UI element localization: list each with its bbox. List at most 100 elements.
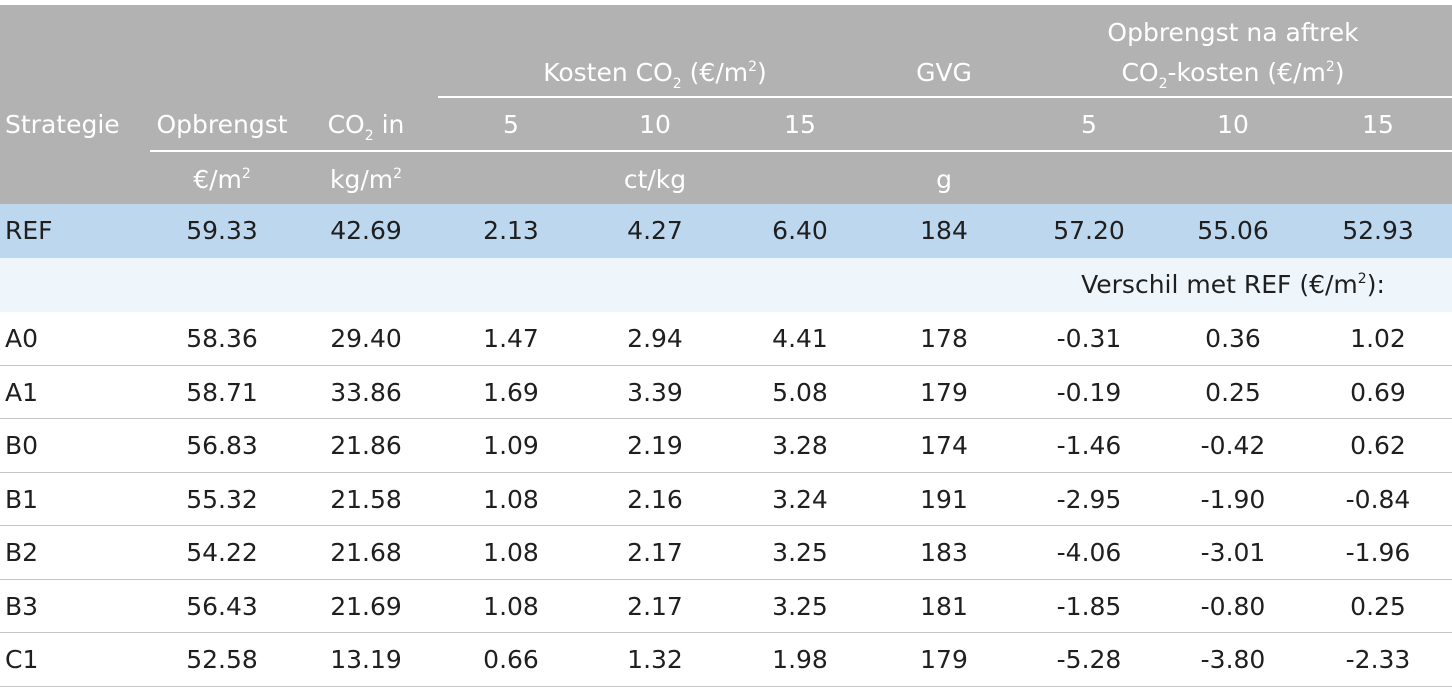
table-cell-opbrengst: 52.58 [186,645,258,674]
table-cell-na-aftrek-5: -4.06 [1056,538,1122,567]
header-gvg: GVG [916,58,972,87]
table-cell-strategie: A0 [5,324,39,353]
unit-kosten: ct/kg [623,165,687,194]
table-cell-opbrengst: 56.43 [186,592,258,621]
header-na-aftrek-line1: Opbrengst na aftrek [1107,18,1359,47]
table-cell-kosten-10: 3.39 [627,378,683,407]
ref-cell-opbrengst: 59.33 [186,216,258,245]
table-cell-kosten-15: 4.41 [772,324,828,353]
table-cell-gvg: 181 [920,592,968,621]
ref-cell-co2: 42.69 [330,216,402,245]
results-table: Opbrengst na aftrek Kosten CO2 (€/m2) GV… [0,5,1452,687]
ref-cell-kosten-5: 2.13 [483,216,539,245]
table-cell-na-aftrek-10: -3.80 [1200,645,1266,674]
reference-row-band [0,204,1452,258]
difference-note: Verschil met REF (€/m2): [1081,270,1385,299]
table-cell-na-aftrek-15: 1.02 [1350,324,1406,353]
table-cell-strategie: C1 [5,645,39,674]
header-kosten-15: 15 [784,110,816,139]
table-cell-opbrengst: 56.83 [186,431,258,460]
table-cell-na-aftrek-15: -2.33 [1345,645,1411,674]
ref-cell-na-aftrek-15: 52.93 [1342,216,1414,245]
table-cell-kosten-10: 1.32 [627,645,683,674]
unit-gvg: g [936,165,952,194]
row-divider [0,472,1452,473]
ref-cell-kosten-15: 6.40 [772,216,828,245]
table-cell-gvg: 178 [920,324,968,353]
table-cell-opbrengst: 58.36 [186,324,258,353]
table-cell-kosten-10: 2.17 [627,538,683,567]
table-cell-gvg: 179 [920,645,968,674]
table-cell-kosten-5: 1.09 [483,431,539,460]
table-cell-gvg: 174 [920,431,968,460]
table-cell-na-aftrek-5: -1.46 [1056,431,1122,460]
table-cell-strategie: A1 [5,378,39,407]
ref-cell-strategie: REF [5,216,53,245]
table-cell-na-aftrek-5: -5.28 [1056,645,1122,674]
header-co2-in: CO2 in [327,110,405,144]
table-cell-strategie: B3 [5,592,39,621]
table-cell-kosten-5: 1.69 [483,378,539,407]
table-cell-na-aftrek-10: 0.25 [1205,378,1261,407]
table-cell-kosten-15: 1.98 [772,645,828,674]
table-cell-co2: 13.19 [330,645,402,674]
header-kosten-5: 5 [503,110,519,139]
ref-cell-na-aftrek-10: 55.06 [1197,216,1269,245]
header-opbrengst: Opbrengst [156,110,288,139]
table-cell-co2: 21.69 [330,592,402,621]
table-cell-na-aftrek-15: 0.69 [1350,378,1406,407]
header-kosten-10: 10 [639,110,671,139]
table-cell-na-aftrek-5: -0.19 [1056,378,1122,407]
table-cell-gvg: 179 [920,378,968,407]
table-cell-co2: 21.58 [330,485,402,514]
ref-cell-na-aftrek-5: 57.20 [1053,216,1125,245]
row-divider [0,365,1452,366]
ref-cell-gvg: 184 [920,216,968,245]
table-cell-kosten-15: 3.28 [772,431,828,460]
table-cell-gvg: 183 [920,538,968,567]
table-cell-na-aftrek-15: -0.84 [1345,485,1411,514]
table-cell-kosten-5: 1.08 [483,592,539,621]
header-strategie: Strategie [5,110,120,139]
header-rule-costs [438,96,1452,98]
table-cell-kosten-5: 1.08 [483,538,539,567]
table-cell-kosten-10: 2.17 [627,592,683,621]
table-cell-na-aftrek-10: -3.01 [1200,538,1266,567]
table-cell-kosten-5: 1.08 [483,485,539,514]
table-cell-opbrengst: 54.22 [186,538,258,567]
table-cell-na-aftrek-10: -0.42 [1200,431,1266,460]
table-cell-na-aftrek-15: -1.96 [1345,538,1411,567]
table-cell-opbrengst: 58.71 [186,378,258,407]
header-na-aftrek-line2: CO2-kosten (€/m2) [1121,58,1345,92]
table-cell-co2: 29.40 [330,324,402,353]
row-divider [0,418,1452,419]
table-cell-kosten-15: 3.25 [772,592,828,621]
header-na-aftrek-5: 5 [1081,110,1097,139]
table-cell-na-aftrek-10: 0.36 [1205,324,1261,353]
table-cell-kosten-15: 5.08 [772,378,828,407]
table-cell-kosten-5: 1.47 [483,324,539,353]
table-cell-kosten-10: 2.94 [627,324,683,353]
table-cell-na-aftrek-5: -1.85 [1056,592,1122,621]
table-cell-kosten-15: 3.24 [772,485,828,514]
header-kosten-co2: Kosten CO2 (€/m2) [543,58,767,92]
table-cell-co2: 21.68 [330,538,402,567]
table-cell-strategie: B1 [5,485,39,514]
table-cell-na-aftrek-10: -1.90 [1200,485,1266,514]
table-cell-kosten-10: 2.19 [627,431,683,460]
table-cell-na-aftrek-10: -0.80 [1200,592,1266,621]
note-row-band [0,258,1452,312]
table-cell-na-aftrek-5: -0.31 [1056,324,1122,353]
ref-cell-kosten-10: 4.27 [627,216,683,245]
unit-opbrengst: €/m2 [193,165,251,194]
table-cell-kosten-15: 3.25 [772,538,828,567]
table-cell-na-aftrek-15: 0.25 [1350,592,1406,621]
table-cell-gvg: 191 [920,485,968,514]
table-cell-strategie: B0 [5,431,39,460]
header-rule-units [150,150,1452,152]
row-divider [0,579,1452,580]
table-cell-kosten-10: 2.16 [627,485,683,514]
header-na-aftrek-10: 10 [1217,110,1249,139]
unit-co2: kg/m2 [329,165,403,194]
table-cell-na-aftrek-5: -2.95 [1056,485,1122,514]
